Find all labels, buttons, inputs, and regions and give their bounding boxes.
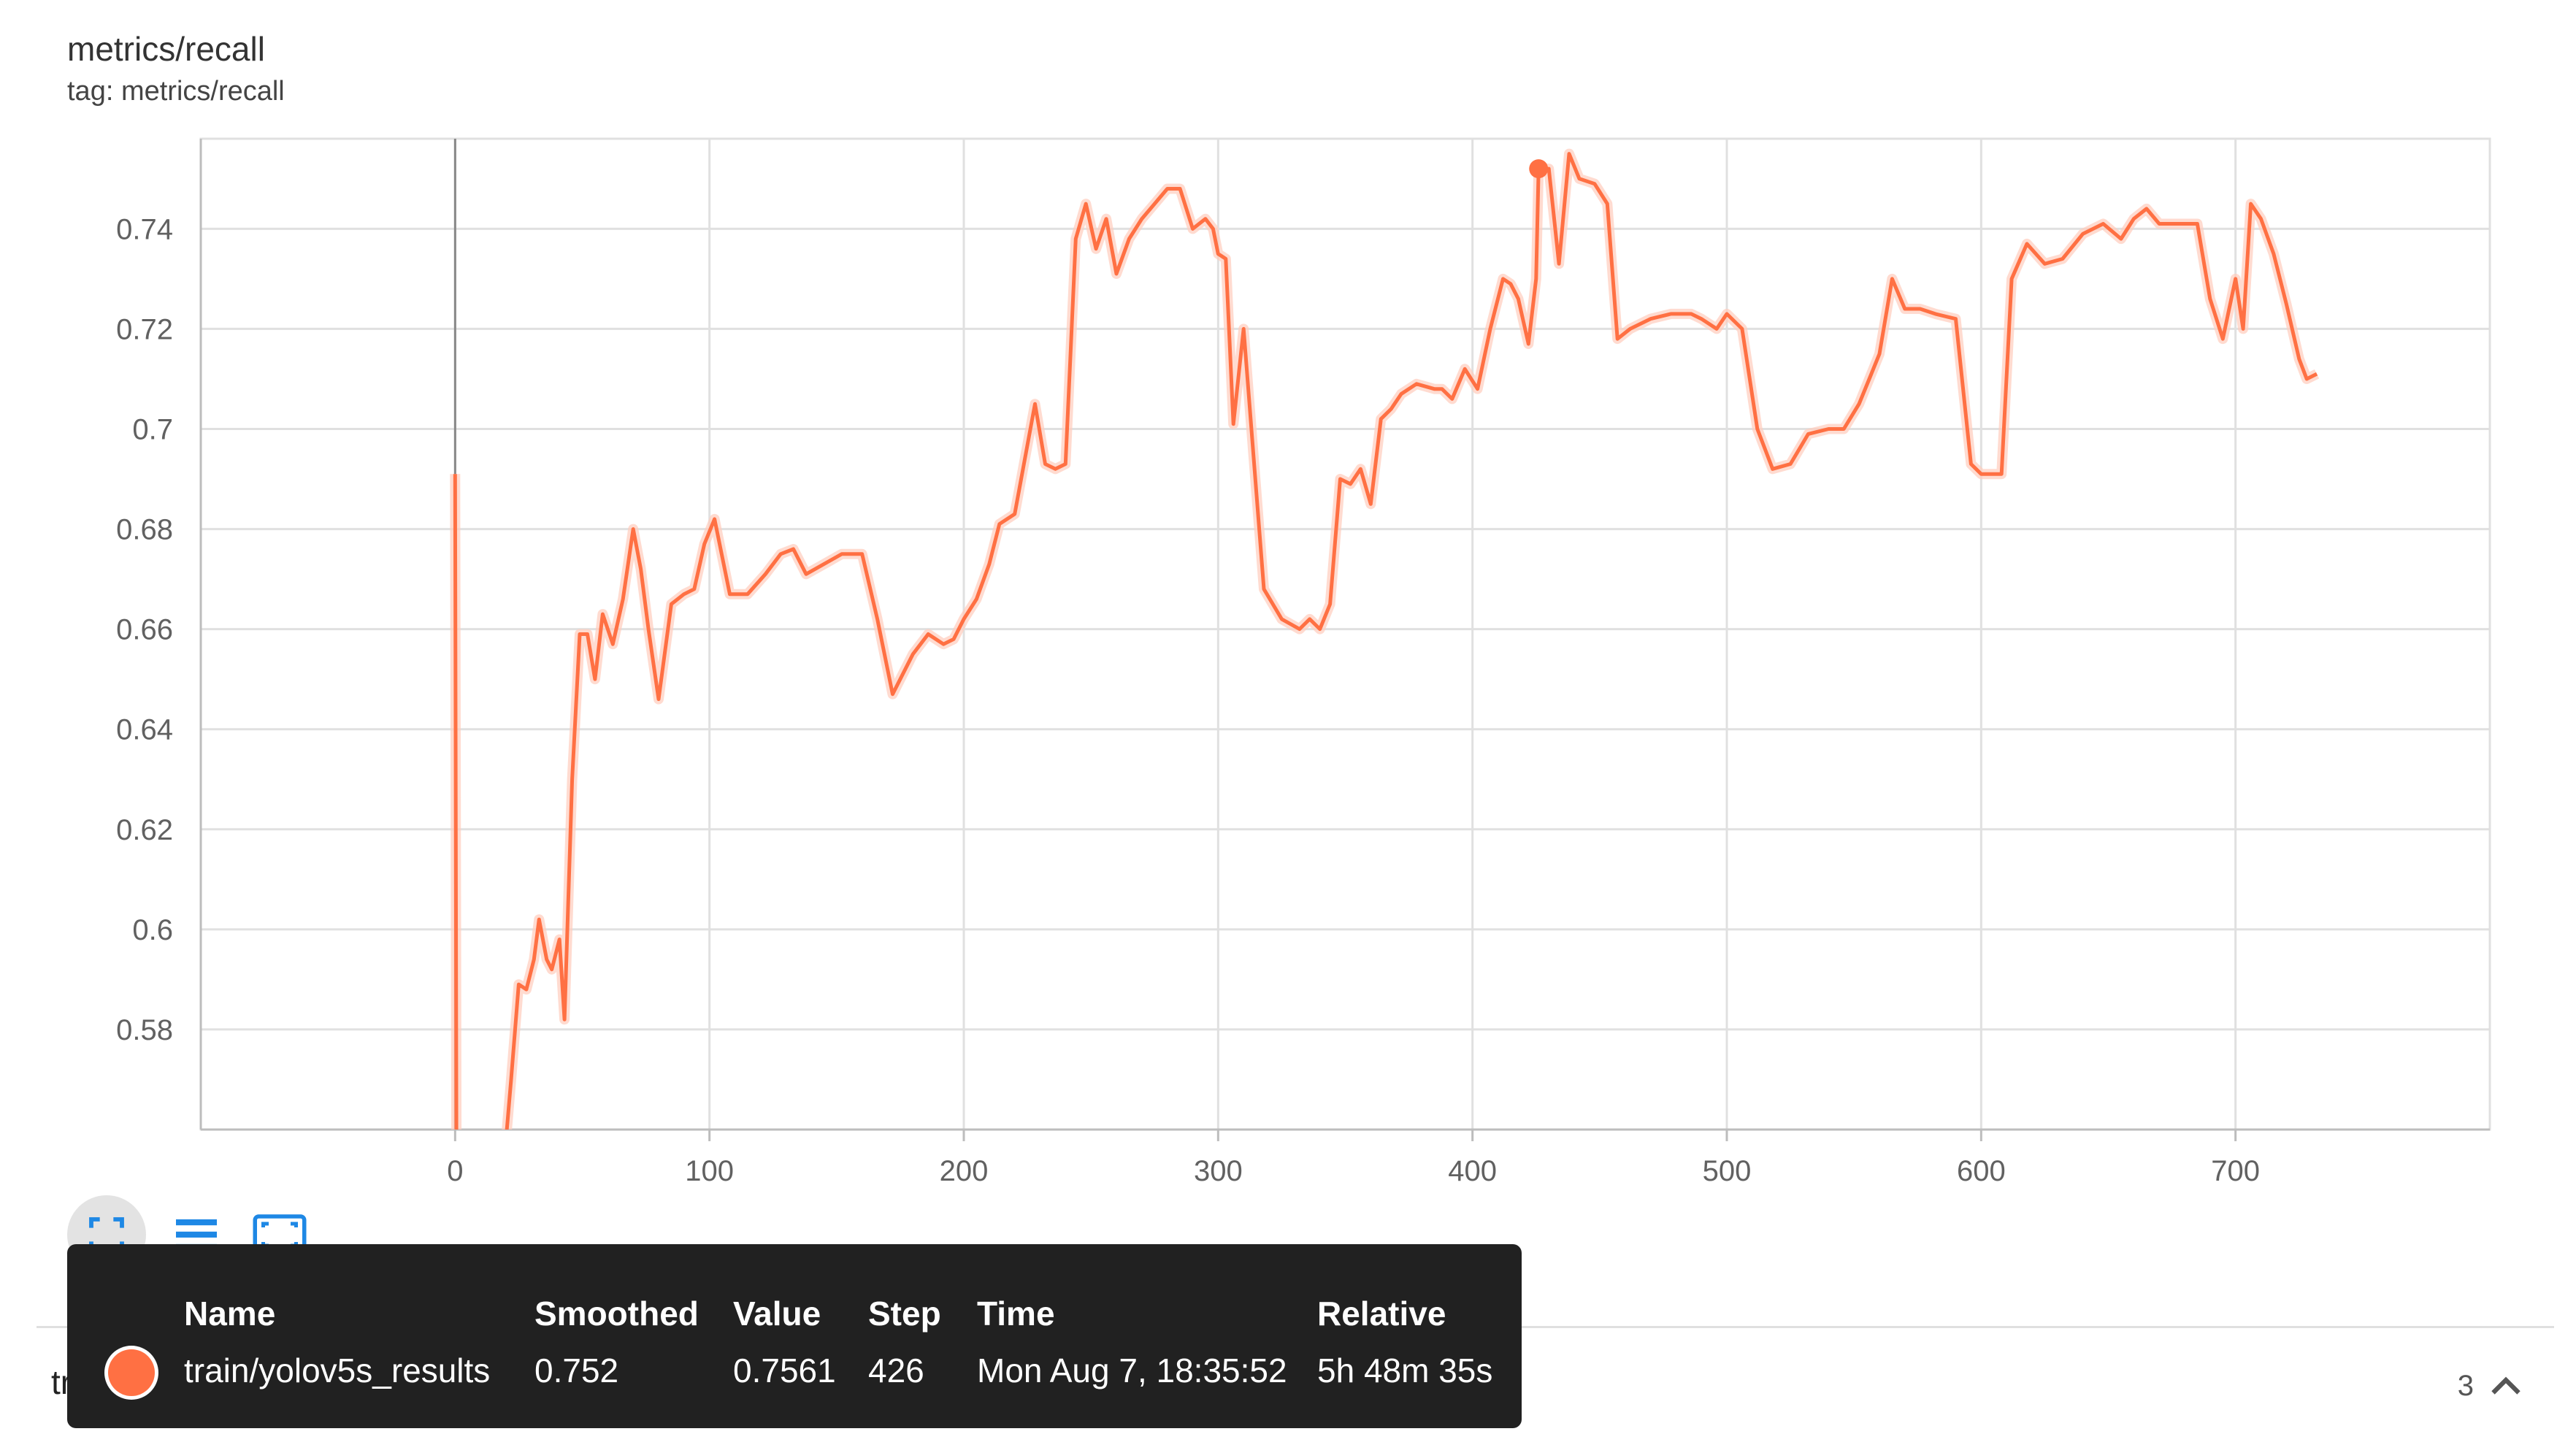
- tooltip-header-smoothed: Smoothed: [534, 1295, 699, 1333]
- tooltip-value: 0.7561: [733, 1352, 836, 1389]
- y-tick-label: 0.66: [116, 614, 173, 646]
- x-tick-label: 600: [1957, 1155, 2006, 1187]
- tooltip-relative: 5h 48m 35s: [1317, 1352, 1493, 1389]
- tooltip-header-time: Time: [977, 1295, 1055, 1333]
- tooltip-header-name: Name: [184, 1295, 276, 1333]
- y-tick-label: 0.62: [116, 814, 173, 846]
- y-tick-label: 0.58: [116, 1014, 173, 1046]
- data-tooltip: Name Smoothed Value Step Time Relative t…: [67, 1244, 1522, 1428]
- y-tick-label: 0.74: [116, 213, 173, 245]
- plot-frame: [199, 137, 2491, 1131]
- x-tick-label: 200: [940, 1155, 989, 1187]
- tooltip-header-value: Value: [733, 1295, 821, 1333]
- tooltip-header-relative: Relative: [1317, 1295, 1446, 1333]
- series-line[interactable]: [453, 152, 2318, 1150]
- chevron-up-icon[interactable]: [2484, 1365, 2528, 1409]
- tooltip-time: Mon Aug 7, 18:35:52: [977, 1352, 1287, 1389]
- y-tick-label: 0.68: [116, 514, 173, 546]
- x-tick-label: 100: [685, 1155, 734, 1187]
- x-tick-label: 500: [1703, 1155, 1752, 1187]
- tooltip-run-name: train/yolov5s_results: [184, 1352, 491, 1389]
- tooltip-step: 426: [868, 1352, 924, 1389]
- fit-domain-icon: [89, 1217, 124, 1252]
- chart-tag: tag: metrics/recall: [67, 76, 285, 107]
- y-tick-label: 0.6: [132, 914, 173, 946]
- series-color-swatch: [108, 1349, 155, 1396]
- x-tick-label: 300: [1194, 1155, 1243, 1187]
- tooltip-smoothed-value: 0.752: [534, 1352, 619, 1389]
- y-tick-label: 0.72: [116, 313, 173, 345]
- x-tick-label: 400: [1448, 1155, 1497, 1187]
- x-tick-label: 0: [447, 1155, 463, 1187]
- tooltip-header-step: Step: [868, 1295, 941, 1333]
- run-count: 3: [2457, 1370, 2474, 1402]
- series-raw-line: [450, 148, 2320, 1130]
- y-tick-label: 0.64: [116, 714, 173, 746]
- recall-line-chart[interactable]: 0.58 0.6 0.62 0.64 0.66 0.68 0.7 0.72 0.74 0 100 20…: [0, 0, 2576, 1197]
- series-layer: [450, 148, 2320, 1150]
- grid: [199, 137, 2491, 1131]
- chart-title: metrics/recall: [67, 30, 265, 68]
- highlight-point: [1529, 159, 1549, 179]
- x-tick-label: 700: [2211, 1155, 2260, 1187]
- y-tick-label: 0.7: [132, 414, 173, 446]
